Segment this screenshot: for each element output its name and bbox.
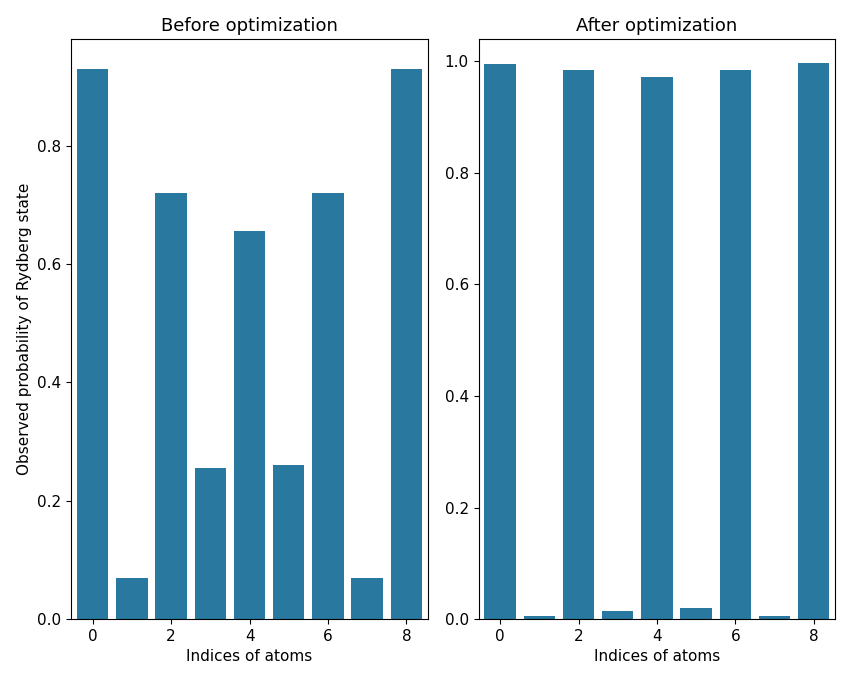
Bar [720,69,751,619]
Bar [759,616,791,619]
Bar [642,77,672,619]
Bar [155,193,187,619]
Bar [116,577,147,619]
Bar [77,69,108,619]
Bar [391,69,422,619]
Y-axis label: Observed probability of Rydberg state: Observed probability of Rydberg state [17,183,32,475]
Bar [313,193,343,619]
Bar [352,577,383,619]
Bar [798,63,830,619]
Bar [485,64,515,619]
Title: After optimization: After optimization [576,16,738,35]
Bar [681,608,711,619]
Title: Before optimization: Before optimization [161,16,338,35]
Bar [563,69,594,619]
Bar [273,465,304,619]
Bar [602,611,633,619]
Bar [524,616,555,619]
Bar [234,232,265,619]
Bar [195,468,226,619]
X-axis label: Indices of atoms: Indices of atoms [594,649,720,665]
X-axis label: Indices of atoms: Indices of atoms [187,649,313,665]
